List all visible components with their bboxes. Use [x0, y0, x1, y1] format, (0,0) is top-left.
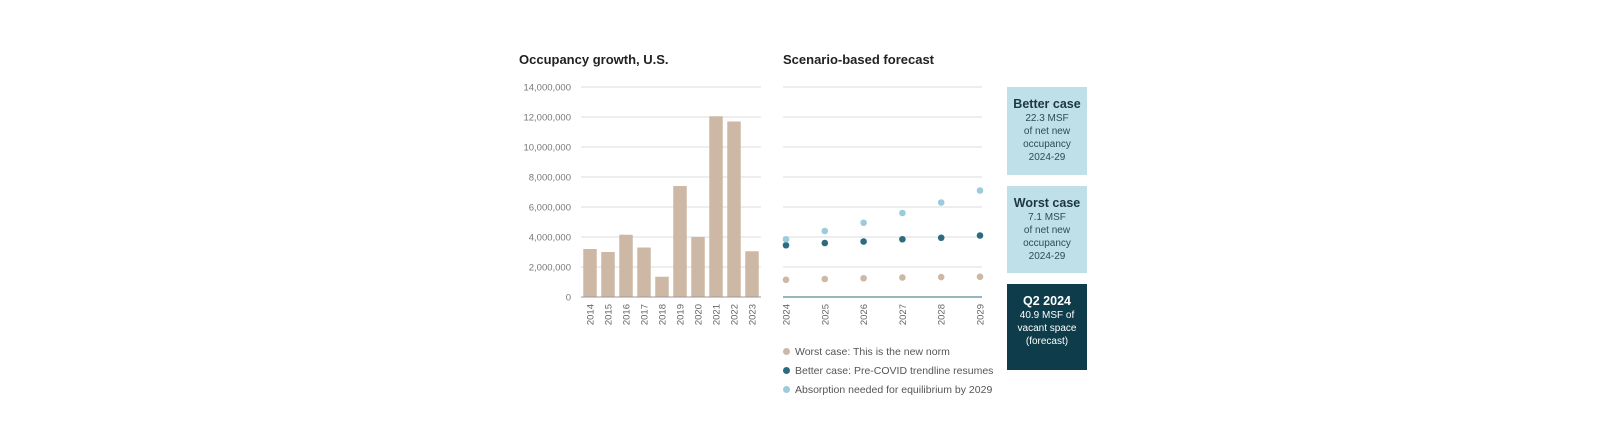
bar: [691, 237, 705, 297]
scenario-point-series-2: [782, 235, 790, 243]
bar: [673, 186, 687, 297]
bar-x-tick-label: 2020: [694, 304, 705, 325]
legend-dot-worst: [783, 348, 790, 355]
scenario-point-series-2: [976, 187, 984, 194]
scenario-point-series-0: [937, 273, 945, 281]
scenario-x-tick-label: 2024: [782, 304, 793, 325]
legend-label-worst: Worst case: This is the new norm: [795, 345, 950, 358]
q2-line: vacant space: [1017, 323, 1077, 334]
bar: [709, 116, 723, 297]
scenario-x-tick-label: 2026: [859, 304, 870, 325]
bar: [655, 276, 669, 297]
scenario-point-series-2: [937, 199, 945, 206]
bar-x-tick-label: 2022: [730, 304, 741, 325]
scenario-x-tick-label: 2027: [898, 304, 909, 325]
scenario-x-tick-label: 2029: [976, 304, 987, 325]
bar-x-tick-label: 2015: [604, 304, 615, 325]
worst-case-line: occupancy: [1023, 238, 1071, 249]
better-case-line: 22.3 MSF: [1025, 113, 1069, 124]
bar-x-tick-label: 2018: [658, 304, 669, 325]
bar: [745, 251, 759, 297]
bar-chart-title: Occupancy growth, U.S.: [519, 52, 669, 67]
better-case-line: 2024-29: [1028, 152, 1066, 163]
bar-y-tick-label: 12,000,000: [523, 113, 571, 124]
bar-x-tick-label: 2019: [676, 304, 687, 325]
legend-dot-absorption: [783, 386, 790, 393]
scenario-x-tick-label: 2028: [937, 304, 948, 325]
scenario-point-series-0: [860, 274, 867, 282]
scenario-point-series-1: [860, 238, 867, 245]
scenario-point-series-2: [899, 209, 906, 217]
scenario-point-series-1: [821, 239, 829, 247]
bar-x-tick-label: 2017: [640, 304, 651, 325]
worst-case-line: 2024-29: [1028, 251, 1066, 262]
worst-case-line: of net new: [1023, 225, 1071, 236]
q2-line: (forecast): [1025, 336, 1069, 347]
legend-dot-better: [783, 367, 790, 374]
q2-vacancy-box: Q2 2024 40.9 MSF of vacant space (foreca…: [1007, 284, 1087, 370]
bar: [727, 121, 741, 297]
bar: [619, 234, 633, 297]
scenario-point-series-0: [899, 274, 906, 281]
bar-y-tick-label: 6,000,000: [529, 203, 571, 214]
scenario-legend: Worst case: This is the new norm Better …: [783, 342, 993, 399]
bar-y-tick-label: 8,000,000: [529, 173, 571, 184]
q2-title: Q2 2024: [1023, 294, 1071, 308]
worst-case-title: Worst case: [1013, 196, 1081, 210]
bar: [637, 247, 651, 297]
bar-x-tick-label: 2014: [586, 304, 597, 325]
scenario-point-series-0: [976, 273, 984, 281]
bar: [583, 249, 597, 297]
worst-case-line: 7.1 MSF: [1028, 212, 1066, 223]
legend-label-absorption: Absorption needed for equilibrium by 202…: [795, 383, 993, 396]
bar: [601, 252, 615, 297]
scenario-chart-title: Scenario-based forecast: [783, 52, 935, 67]
better-case-line: occupancy: [1023, 139, 1071, 150]
q2-line: 40.9 MSF of: [1019, 310, 1075, 321]
legend-label-better: Better case: Pre-COVID trendline resumes: [795, 364, 994, 377]
bar-x-tick-label: 2023: [748, 304, 759, 325]
scenario-point-series-2: [860, 219, 867, 227]
bar-y-tick-label: 0: [566, 293, 571, 304]
bar-x-tick-label: 2021: [712, 304, 723, 325]
bar-y-tick-label: 14,000,000: [523, 83, 571, 94]
worst-case-box: Worst case 7.1 MSF of net new occupancy …: [1007, 186, 1087, 273]
scenario-point-series-0: [821, 275, 829, 283]
legend-item-absorption: Absorption needed for equilibrium by 202…: [783, 380, 993, 399]
bar-y-tick-label: 4,000,000: [529, 233, 571, 244]
scenario-point-series-1: [937, 234, 945, 242]
better-case-box: Better case 22.3 MSF of net new occupanc…: [1007, 87, 1087, 175]
scenario-point-series-2: [821, 227, 829, 235]
scenario-point-series-1: [899, 235, 906, 243]
scenario-point-series-1: [976, 232, 984, 239]
scenario-point-series-1: [782, 241, 790, 249]
bar-y-tick-label: 2,000,000: [529, 263, 571, 274]
better-case-title: Better case: [1013, 97, 1081, 111]
bar-x-tick-label: 2016: [622, 304, 633, 325]
better-case-line: of net new: [1023, 126, 1071, 137]
legend-item-better: Better case: Pre-COVID trendline resumes: [783, 361, 993, 380]
scenario-x-tick-label: 2025: [820, 304, 831, 325]
bar-y-tick-label: 10,000,000: [523, 143, 571, 154]
scenario-point-series-0: [782, 276, 790, 284]
legend-item-worst: Worst case: This is the new norm: [783, 342, 993, 361]
